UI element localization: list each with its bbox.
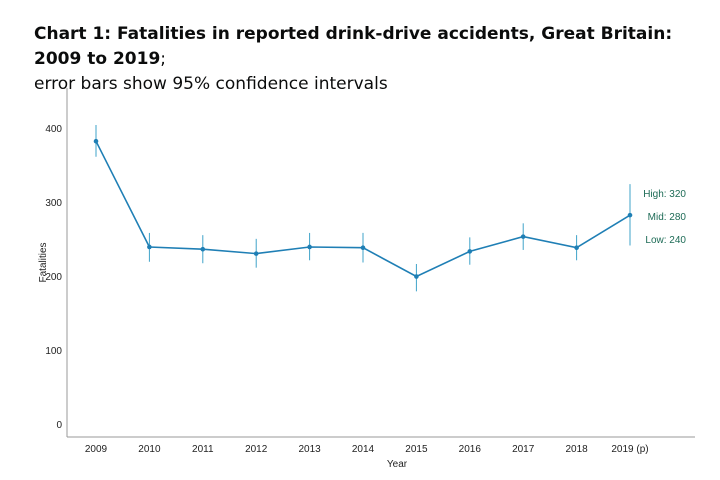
annotation-label: Mid: 280 bbox=[648, 212, 687, 223]
x-tick-label: 2012 bbox=[245, 444, 268, 455]
data-point bbox=[200, 246, 206, 252]
chart-subtitle: error bars show 95% confidence intervals bbox=[34, 74, 388, 94]
y-axis-label: Fatalities bbox=[38, 242, 49, 282]
y-axis-ticks: 0 100 200 300 400 bbox=[45, 124, 62, 431]
data-point bbox=[520, 234, 526, 239]
annotation-label: High: 320 bbox=[643, 189, 686, 200]
x-axis-label: Year bbox=[387, 459, 408, 470]
data-point bbox=[574, 245, 579, 251]
y-tick-label: 300 bbox=[45, 198, 62, 209]
x-tick-label: 2017 bbox=[512, 444, 535, 455]
data-point bbox=[414, 274, 419, 279]
x-tick-label: 2010 bbox=[138, 444, 161, 455]
x-tick-label: 2013 bbox=[298, 444, 321, 455]
data-point bbox=[627, 212, 633, 218]
data-point bbox=[147, 244, 152, 250]
chart-title-block: Chart 1: Fatalities in reported drink-dr… bbox=[34, 22, 694, 97]
annotation-label: Low: 240 bbox=[645, 235, 686, 246]
y-tick-label: 400 bbox=[45, 124, 62, 135]
annotations: High: 320 Mid: 280 Low: 240 bbox=[643, 189, 686, 246]
x-tick-label: 2019 (p) bbox=[611, 444, 648, 455]
data-point bbox=[253, 251, 259, 256]
data-point bbox=[467, 249, 473, 254]
x-tick-label: 2016 bbox=[459, 444, 482, 455]
error-bars bbox=[95, 124, 631, 292]
y-tick-label: 200 bbox=[45, 272, 62, 283]
x-tick-label: 2015 bbox=[405, 444, 428, 455]
data-points bbox=[93, 138, 633, 279]
chart-title: Chart 1: Fatalities in reported drink-dr… bbox=[34, 24, 673, 69]
data-point bbox=[307, 244, 312, 250]
x-tick-label: 2009 bbox=[85, 444, 108, 455]
y-tick-label: 0 bbox=[56, 420, 62, 431]
y-tick-label: 100 bbox=[45, 346, 62, 357]
data-point bbox=[93, 138, 99, 144]
x-axis-ticks: 2009 2010 2011 2012 2013 2014 2015 2016 2017 2018… bbox=[85, 444, 649, 455]
title-separator: ; bbox=[160, 49, 167, 69]
x-tick-label: 2011 bbox=[192, 444, 214, 455]
data-point bbox=[360, 245, 366, 251]
x-tick-label: 2018 bbox=[565, 444, 588, 455]
x-tick-label: 2014 bbox=[352, 444, 375, 455]
